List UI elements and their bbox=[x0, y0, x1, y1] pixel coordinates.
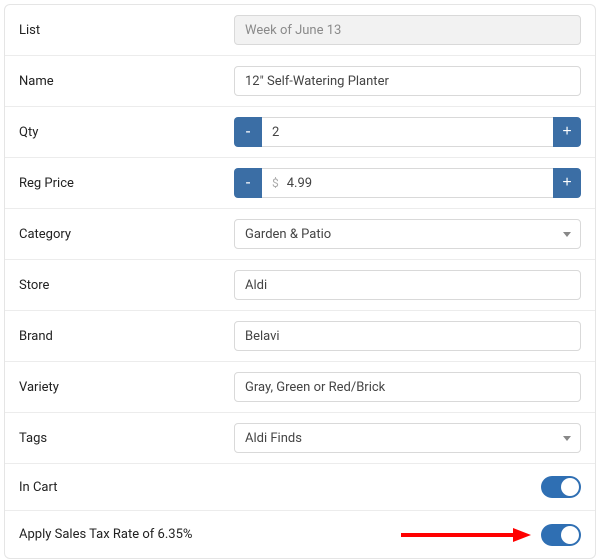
brand-input[interactable] bbox=[234, 321, 581, 351]
currency-symbol: $ bbox=[272, 176, 279, 190]
row-qty: Qty - 2 + bbox=[5, 107, 595, 158]
name-input[interactable] bbox=[234, 66, 581, 96]
row-list: List Week of June 13 bbox=[5, 5, 595, 56]
price-stepper: - $ 4.99 + bbox=[234, 168, 581, 198]
label-tags: Tags bbox=[19, 431, 234, 446]
price-value-field[interactable]: $ 4.99 bbox=[262, 168, 553, 198]
annotation-arrow bbox=[401, 528, 531, 542]
row-in-cart: In Cart bbox=[5, 464, 595, 511]
control-in-cart bbox=[234, 476, 581, 498]
qty-minus-button[interactable]: - bbox=[234, 117, 262, 147]
tags-select[interactable]: Aldi Finds bbox=[234, 423, 581, 453]
category-value: Garden & Patio bbox=[245, 227, 331, 242]
label-variety: Variety bbox=[19, 380, 234, 395]
qty-stepper: - 2 + bbox=[234, 117, 581, 147]
toggle-knob bbox=[561, 526, 579, 544]
label-reg-price: Reg Price bbox=[19, 176, 234, 191]
list-field[interactable]: Week of June 13 bbox=[234, 15, 581, 45]
qty-plus-button[interactable]: + bbox=[553, 117, 581, 147]
row-variety: Variety bbox=[5, 362, 595, 413]
control-list: Week of June 13 bbox=[234, 15, 581, 45]
annotation-arrow-wrap bbox=[192, 528, 541, 542]
row-name: Name bbox=[5, 56, 595, 107]
item-form: List Week of June 13 Name Qty - 2 + Reg … bbox=[4, 4, 596, 559]
in-cart-toggle[interactable] bbox=[541, 476, 581, 498]
control-brand bbox=[234, 321, 581, 351]
variety-input[interactable] bbox=[234, 372, 581, 402]
price-value: 4.99 bbox=[287, 176, 312, 191]
tags-value: Aldi Finds bbox=[245, 431, 302, 446]
control-variety bbox=[234, 372, 581, 402]
store-input[interactable] bbox=[234, 270, 581, 300]
label-list: List bbox=[19, 23, 234, 38]
label-category: Category bbox=[19, 227, 234, 242]
control-category: Garden & Patio bbox=[234, 219, 581, 249]
label-qty: Qty bbox=[19, 125, 234, 140]
row-store: Store bbox=[5, 260, 595, 311]
control-store bbox=[234, 270, 581, 300]
control-tags: Aldi Finds bbox=[234, 423, 581, 453]
row-apply-tax: Apply Sales Tax Rate of 6.35% bbox=[5, 511, 595, 558]
control-name bbox=[234, 66, 581, 96]
row-category: Category Garden & Patio bbox=[5, 209, 595, 260]
toggle-knob bbox=[561, 478, 579, 496]
label-store: Store bbox=[19, 278, 234, 293]
row-tags: Tags Aldi Finds bbox=[5, 413, 595, 464]
price-plus-button[interactable]: + bbox=[553, 168, 581, 198]
apply-tax-toggle[interactable] bbox=[541, 524, 581, 546]
row-brand: Brand bbox=[5, 311, 595, 362]
price-minus-button[interactable]: - bbox=[234, 168, 262, 198]
label-in-cart: In Cart bbox=[19, 480, 234, 495]
label-name: Name bbox=[19, 74, 234, 89]
row-reg-price: Reg Price - $ 4.99 + bbox=[5, 158, 595, 209]
label-brand: Brand bbox=[19, 329, 234, 344]
category-select[interactable]: Garden & Patio bbox=[234, 219, 581, 249]
qty-value: 2 bbox=[272, 125, 279, 140]
qty-value-field[interactable]: 2 bbox=[262, 117, 553, 147]
label-apply-tax: Apply Sales Tax Rate of 6.35% bbox=[19, 527, 192, 542]
